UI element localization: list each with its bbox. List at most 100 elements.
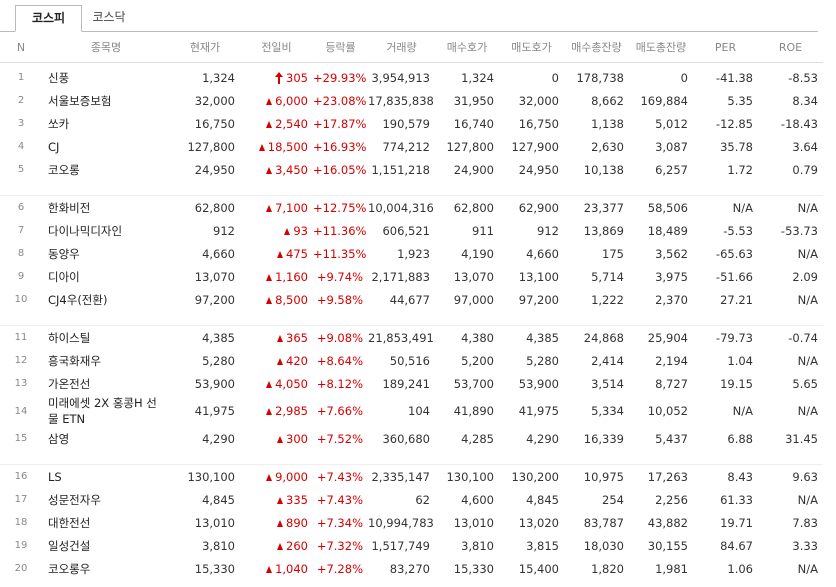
stock-name[interactable]: 코오롱 [48,162,80,177]
cell: 32,000 [518,93,559,108]
cell: +7.43% [316,469,363,484]
cell: 17,263 [647,469,688,484]
cell: 2,171,883 [371,269,430,284]
up-icon [266,296,273,304]
stock-name[interactable]: 성문전자우 [48,492,101,507]
change-cell: 2,985 [240,395,313,427]
cell: N/A [797,404,818,418]
cell: 4 [17,141,25,152]
stock-row: 19 일성건설 3,810 260 +7.32% 1,517,749 3,810 3,815 1… [0,534,823,557]
cell: 18 [14,517,28,528]
stock-name[interactable]: 쏘카 [48,116,70,131]
change-value: 2,540 [275,116,308,131]
cell: 97,200 [518,292,559,307]
cell: 41,975 [518,404,559,418]
stock-name[interactable]: 흥국화재우 [48,353,101,368]
change-value: 9,000 [275,469,308,484]
cell: 1,151,218 [371,162,430,177]
change-value: 335 [286,492,308,507]
cell: 10,052 [647,404,688,418]
change-value: 6,000 [275,93,308,108]
change-value: 4,050 [275,376,308,391]
cell: 5,334 [591,404,624,418]
column-header: 매도호가 [499,32,564,63]
stock-row: 6 한화비전 62,800 7,100 +12.75% 10,004,316 62,800 6… [0,196,823,220]
cell: N/A [797,561,818,576]
cell: -18.43 [780,116,818,131]
cell: 83,270 [389,561,430,576]
cell: 13,100 [518,269,559,284]
cell: 24,950 [194,162,235,177]
change-cell: 1,040 [240,557,313,580]
column-header: 매수호가 [435,32,499,63]
stock-name[interactable]: 디아이 [48,269,80,284]
stock-name[interactable]: 동양우 [48,246,80,261]
up-icon [266,473,273,481]
cell: N/A [797,246,818,261]
cell: 5,714 [591,269,624,284]
cell: 0.79 [792,162,818,177]
cell: 24,868 [583,330,624,345]
up-icon [277,250,284,258]
cell: 3.64 [792,139,818,154]
cell: -53.73 [780,223,818,238]
cell: +7.52% [316,431,363,446]
stock-name[interactable]: 서울보증보험 [48,93,112,108]
cell: 0 [551,70,559,85]
stock-name[interactable]: 신풍 [48,70,70,85]
cell: 5,280 [202,353,235,368]
stock-name[interactable]: 코오롱우 [48,561,91,576]
change-cell: 305 [240,66,313,89]
column-header: 전일비 [240,32,313,63]
change-value: 7,100 [275,200,308,215]
cell: +23.08% [313,93,367,108]
cell: 16,750 [518,116,559,131]
stock-row: 5 코오롱 24,950 3,450 +16.05% 1,151,218 24,900 24,… [0,158,823,181]
column-header: 매도총잔량 [629,32,693,63]
cell: 5,280 [526,353,559,368]
cell: 4,845 [526,492,559,507]
cell: 13,070 [194,269,235,284]
stock-name[interactable]: LS [48,469,62,484]
cell: 19 [14,540,28,551]
stock-name[interactable]: CJ4우(전환) [48,292,108,307]
cell: 43,882 [647,515,688,530]
cell: 8 [17,248,25,259]
header-row: N 종목명 현재가 전일비 등락률 거래량 매수호가 매도호가 매수총잔량 매도총잔량 PER ROE [0,32,823,63]
cell: 190,579 [382,116,430,131]
stock-row: 1 신풍 1,324 305 +29.93% 3,954,913 1,324 0 178,738… [0,66,823,89]
stock-name[interactable]: 가온전선 [48,376,91,391]
cell: 8,662 [591,93,624,108]
tab[interactable]: 코스닥 [92,10,126,24]
cell: -51.66 [715,269,753,284]
cell: -79.73 [715,330,753,345]
stock-name[interactable]: 미래에셋 2X 홍콩H 선물 ETN [48,396,157,426]
change-cell: 260 [240,534,313,557]
stock-name[interactable]: 대한전선 [48,515,91,530]
stock-name[interactable]: CJ [48,139,60,154]
group-gap [0,311,823,326]
stock-name[interactable]: 다이나믹디자인 [48,223,123,238]
cell: 4,385 [526,330,559,345]
stock-name[interactable]: 한화비전 [48,200,91,215]
stock-name[interactable]: 하이스틸 [48,330,91,345]
cell: +8.64% [316,353,363,368]
stock-name[interactable]: 일성건설 [48,538,91,553]
cell: 912 [537,223,559,238]
cell: 25,904 [647,330,688,345]
cell: +8.12% [316,376,363,391]
cell: 13,869 [583,223,624,238]
cell: 5.35 [727,93,753,108]
cell: 8.43 [727,469,753,484]
cell: +12.75% [313,200,367,215]
cell: +17.87% [313,116,367,131]
cell: -41.38 [715,70,753,85]
cell: 3,810 [202,538,235,553]
cell: +7.32% [316,538,363,553]
cell: 1.06 [727,561,753,576]
cell: -12.85 [715,116,753,131]
stock-name[interactable]: 삼영 [48,431,70,446]
change-cell: 93 [240,219,313,242]
group-gap [0,181,823,196]
tab[interactable]: 코스피 [15,5,82,32]
